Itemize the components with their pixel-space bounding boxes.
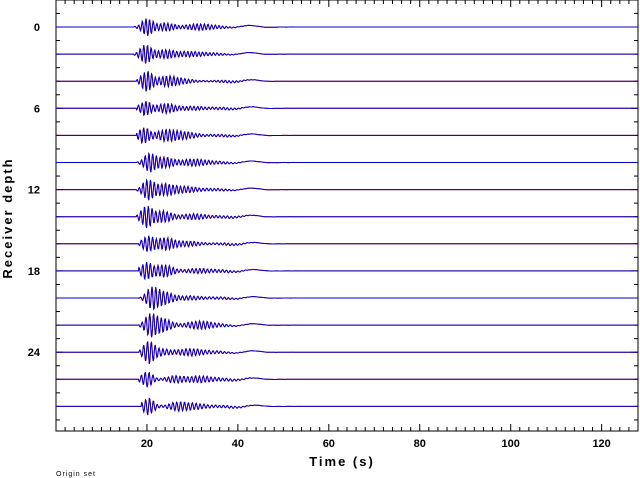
x-tick-label: 60 [323,438,335,450]
synthetic-trace [56,44,638,64]
synthetic-trace [56,341,638,365]
y-tick-label: 12 [28,185,40,197]
synthetic-trace [56,178,638,201]
x-tick-label: 100 [502,438,520,450]
synthetic-trace [56,397,638,416]
x-axis-title: Time (s) [309,454,375,469]
synthetic-trace [56,286,638,311]
y-tick-label: 6 [34,103,40,115]
synthetic-trace [56,101,638,117]
synthetic-trace [56,371,638,388]
x-tick-label: 120 [592,438,610,450]
y-tick-labels: 0 6 12 18 24 [28,22,41,359]
synthetic-trace [56,235,638,252]
synthetic-trace [56,18,638,37]
y-tick-label: 24 [28,347,41,359]
synthetic-trace [56,151,638,173]
synthetic-trace [56,205,638,229]
synthetic-trace [56,71,638,92]
y-tick-label: 18 [28,266,40,278]
x-tick-label: 80 [414,438,426,450]
y-tick-label: 0 [34,22,40,34]
x-tick-labels: 20 40 60 80 100 120 [141,438,611,450]
synthetic-trace [56,262,638,281]
synthetic-trace [56,127,638,145]
origin-set-note: Origin set [56,471,96,478]
y-axis-title: Receiver depth [0,157,15,278]
trace-group [56,18,638,416]
x-tick-label: 20 [141,438,153,450]
observed-trace [56,371,638,388]
x-tick-label: 40 [232,438,244,450]
observed-trace [56,341,638,364]
synthetic-trace [56,313,638,338]
